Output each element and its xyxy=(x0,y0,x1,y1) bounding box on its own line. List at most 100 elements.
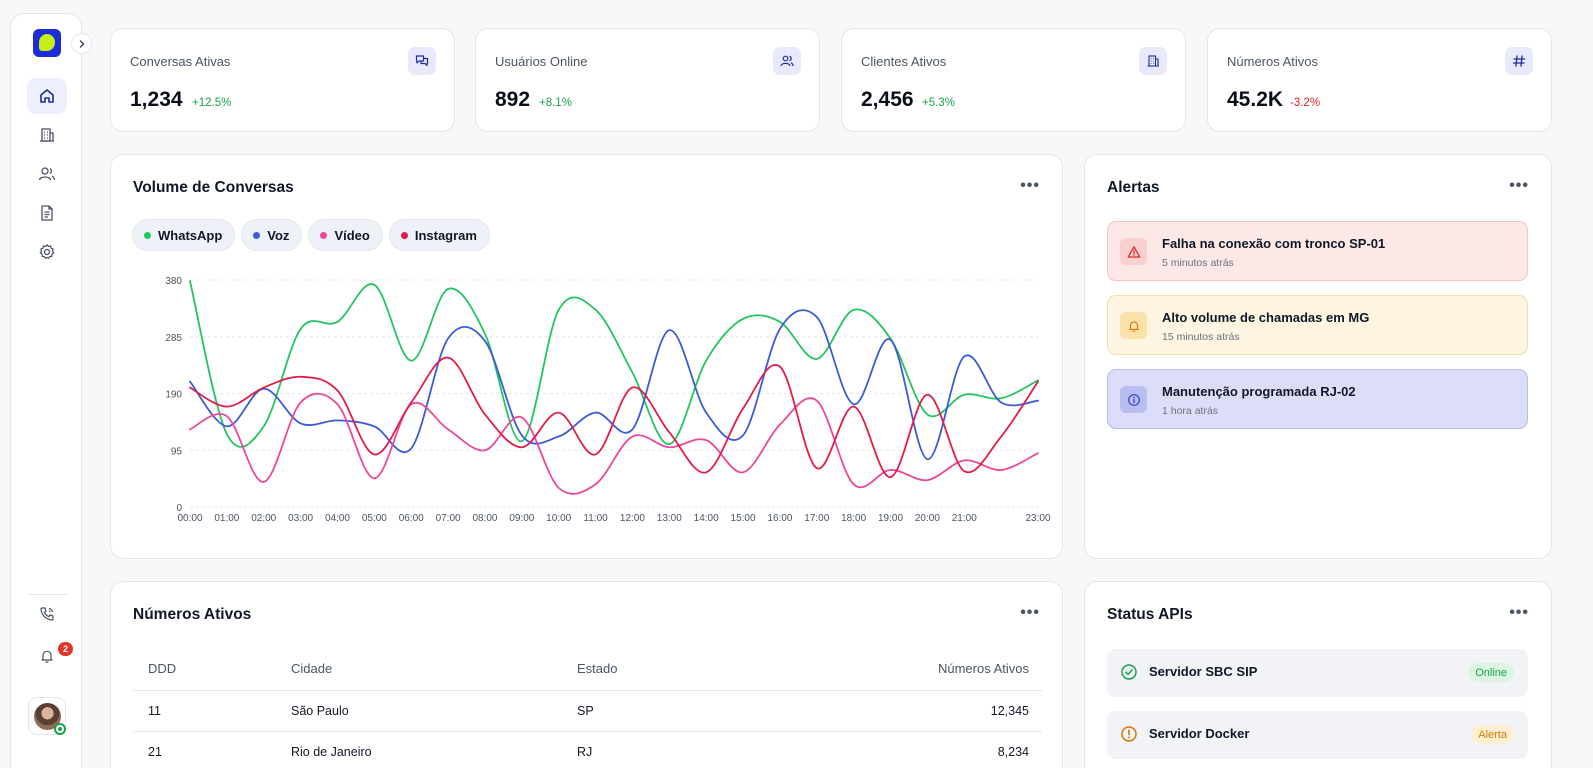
alert-time: 15 minutos atrás xyxy=(1162,331,1240,343)
api-item[interactable]: Servidor SBC SIP Online xyxy=(1107,649,1528,697)
chat-icon xyxy=(415,55,429,67)
building-icon xyxy=(1147,55,1159,67)
stat-icon-box xyxy=(773,47,801,75)
alert-title: Manutenção programada RJ-02 xyxy=(1162,384,1356,399)
cell-cidade: São Paulo xyxy=(291,690,577,732)
x-tick-label: 11:00 xyxy=(583,513,608,524)
column-header-ddd[interactable]: DDD xyxy=(133,648,291,691)
alert-title: Alto volume de chamadas em MG xyxy=(1162,310,1370,325)
stat-label: Números Ativos xyxy=(1227,54,1319,69)
x-tick-label: 19:00 xyxy=(878,513,903,524)
volume-chart-card: Volume de Conversas ••• WhatsApp Voz Víd… xyxy=(110,154,1063,559)
nav-users[interactable] xyxy=(27,156,67,192)
stat-change: -3.2% xyxy=(1290,97,1321,109)
stat-value: 1,234 xyxy=(130,88,183,111)
phone-icon xyxy=(40,607,54,621)
x-tick-label: 05:00 xyxy=(362,513,387,524)
x-tick-label: 10:00 xyxy=(546,513,571,524)
user-avatar-button[interactable] xyxy=(28,697,66,735)
more-options-button[interactable]: ••• xyxy=(1509,177,1529,194)
bell-icon xyxy=(41,650,53,663)
card-title: Volume de Conversas xyxy=(133,179,294,196)
y-tick-label: 0 xyxy=(176,503,182,514)
x-tick-label: 06:00 xyxy=(399,513,424,524)
x-tick-label: 07:00 xyxy=(436,513,461,524)
legend-label: Vídeo xyxy=(334,227,370,243)
x-tick-label: 14:00 xyxy=(694,513,719,524)
nav-clients[interactable] xyxy=(27,117,67,153)
column-header-estado[interactable]: Estado xyxy=(577,648,708,691)
chevron-right-icon xyxy=(79,39,84,48)
api-name: Servidor Docker xyxy=(1149,726,1250,741)
status-badge: Online xyxy=(1468,663,1514,682)
y-tick-label: 95 xyxy=(171,446,183,457)
api-item[interactable]: Servidor Docker Alerta xyxy=(1107,711,1528,759)
table-row[interactable]: 21 Rio de Janeiro RJ 8,234 xyxy=(133,731,1042,768)
nav-notifications[interactable] xyxy=(27,638,67,674)
more-options-button[interactable]: ••• xyxy=(1509,604,1529,621)
stat-change: +8.1% xyxy=(539,97,572,109)
sidebar-toggle-button[interactable] xyxy=(71,33,92,54)
legend-dot xyxy=(320,231,328,239)
notification-badge: 2 xyxy=(58,642,73,656)
x-tick-label: 18:00 xyxy=(841,513,866,524)
legend-whatsapp[interactable]: WhatsApp xyxy=(132,219,236,251)
column-header-numeros[interactable]: Números Ativos xyxy=(707,648,1042,691)
logo[interactable] xyxy=(33,29,61,57)
nav-home[interactable] xyxy=(27,78,67,114)
alert-icon-box xyxy=(1120,238,1147,265)
nav-calls[interactable] xyxy=(27,596,67,632)
legend-instagram[interactable]: Instagram xyxy=(388,219,490,251)
x-tick-label: 08:00 xyxy=(472,513,497,524)
gear-icon xyxy=(39,244,55,259)
more-options-button[interactable]: ••• xyxy=(1020,177,1040,194)
online-status-icon xyxy=(54,723,66,735)
legend-label: Voz xyxy=(267,227,290,243)
y-tick-label: 190 xyxy=(165,390,182,401)
series-line-instagram xyxy=(189,356,1039,479)
table-row[interactable]: 11 São Paulo SP 12,345 xyxy=(133,690,1042,732)
check-circle-icon xyxy=(1121,664,1137,680)
nav-settings[interactable] xyxy=(27,234,67,270)
alert-icon-box xyxy=(1120,312,1147,339)
x-tick-label: 03:00 xyxy=(288,513,313,524)
column-header-cidade[interactable]: Cidade xyxy=(291,648,577,691)
stat-label: Usuários Online xyxy=(495,54,588,69)
users-icon xyxy=(38,167,56,181)
alert-circle-icon xyxy=(1121,726,1137,742)
legend-video[interactable]: Vídeo xyxy=(308,219,383,251)
series-line-vídeo xyxy=(189,392,1039,495)
series-line-whatsapp xyxy=(189,280,1039,448)
alert-item[interactable]: Manutenção programada RJ-02 1 hora atrás xyxy=(1107,369,1528,429)
stat-value: 45.2K xyxy=(1227,88,1284,111)
card-title: Status APIs xyxy=(1107,606,1193,623)
sidebar-divider xyxy=(28,594,68,595)
x-tick-label: 13:00 xyxy=(657,513,682,524)
stat-value: 2,456 xyxy=(861,88,914,111)
alert-item[interactable]: Falha na conexão com tronco SP-01 5 minu… xyxy=(1107,221,1528,281)
cell-ddd: 11 xyxy=(133,690,291,732)
legend-label: WhatsApp xyxy=(158,227,223,243)
chart-legend: WhatsApp Voz Vídeo Instagram xyxy=(132,219,490,251)
alert-time: 1 hora atrás xyxy=(1162,405,1219,417)
legend-voz[interactable]: Voz xyxy=(241,219,303,251)
home-icon xyxy=(40,89,54,103)
more-options-button[interactable]: ••• xyxy=(1020,604,1040,621)
alert-time: 5 minutos atrás xyxy=(1162,257,1234,269)
legend-label: Instagram xyxy=(414,227,477,243)
nav-reports[interactable] xyxy=(27,195,67,231)
x-tick-label: 12:00 xyxy=(620,513,645,524)
alerts-card: Alertas ••• Falha na conexão com tronco … xyxy=(1084,154,1552,559)
warning-icon xyxy=(1127,245,1140,258)
alert-item[interactable]: Alto volume de chamadas em MG 15 minutos… xyxy=(1107,295,1528,355)
api-status-card: Status APIs ••• Servidor SBC SIP Online … xyxy=(1084,581,1552,768)
cell-estado: RJ xyxy=(577,731,708,768)
x-tick-label: 17:00 xyxy=(804,513,829,524)
stat-label: Clientes Ativos xyxy=(861,54,947,69)
x-tick-label: 21:00 xyxy=(952,513,977,524)
cell-numeros: 12,345 xyxy=(707,690,1042,732)
document-icon xyxy=(41,205,53,221)
volume-line-chart: 0 95 190 285 380 00:00 01:00 02:00 03:00 04:00 05:… xyxy=(165,276,1051,524)
stat-value: 892 xyxy=(495,88,531,111)
y-tick-label: 380 xyxy=(165,276,182,287)
